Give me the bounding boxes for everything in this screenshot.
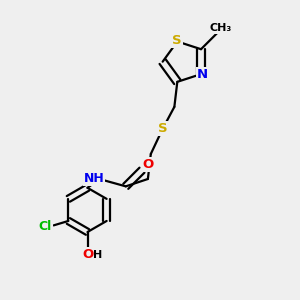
Text: N: N [197, 68, 208, 81]
Text: S: S [172, 34, 182, 46]
Text: O: O [143, 158, 154, 171]
Text: CH₃: CH₃ [209, 23, 231, 33]
Text: S: S [158, 122, 167, 135]
Text: O: O [82, 248, 93, 261]
Text: Cl: Cl [39, 220, 52, 233]
Text: NH: NH [84, 172, 104, 184]
Text: H: H [93, 250, 102, 260]
